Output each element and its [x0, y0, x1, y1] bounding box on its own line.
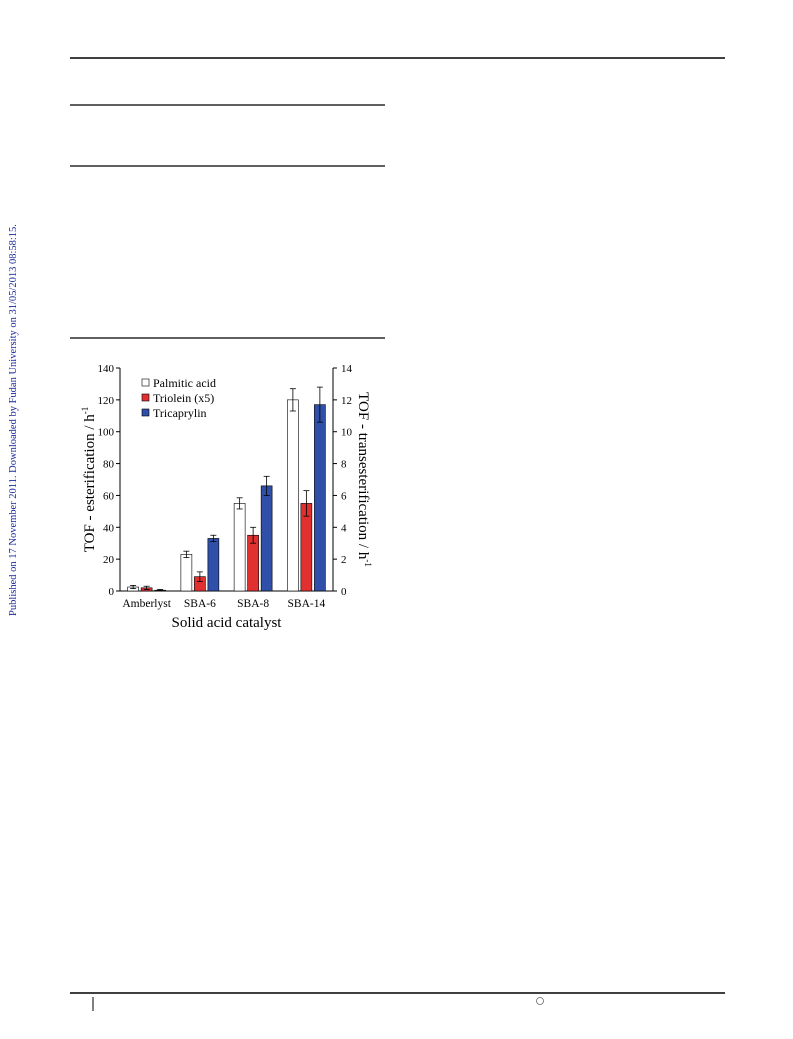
y-tick-label: 140: [98, 363, 115, 375]
bar: [207, 538, 220, 592]
y2-tick-label: 6: [341, 490, 347, 502]
x-tick-label: Amberlyst: [122, 598, 171, 610]
error-bar: [210, 534, 217, 543]
y2-axis-label: TOF - transesterification / h-1: [355, 392, 373, 567]
x-tick-label: SBA-14: [288, 598, 326, 610]
error-bar: [183, 550, 190, 558]
legend-label: Triolein (x5): [153, 391, 214, 405]
error-bar: [303, 490, 310, 517]
y2-tick-label: 14: [341, 363, 353, 375]
y-tick-label: 120: [98, 395, 115, 407]
legend-label: Palmitic acid: [153, 376, 216, 390]
y-axis-label-sup: -1: [80, 407, 90, 415]
y2-tick-label: 8: [341, 459, 347, 471]
error-bar: [157, 589, 164, 592]
bar: [180, 554, 193, 592]
error-bar: [236, 497, 243, 510]
y-tick-label: 60: [103, 490, 115, 502]
y-tick-label: 0: [109, 586, 115, 598]
x-tick-label: SBA-8: [237, 598, 269, 610]
y2-axis-label-text: TOF - transesterification / h: [355, 392, 371, 560]
x-axis-label: Solid acid catalyst: [172, 615, 283, 631]
legend-swatch: [141, 378, 150, 387]
chart: 0 20 40 60 80 100 120 140 0 2 4 6 8 10 12 14 TOF - ester…: [80, 363, 373, 631]
error-bar: [263, 475, 270, 496]
error-bar: [250, 526, 257, 544]
y2-tick-label: 2: [341, 554, 347, 566]
bar: [233, 503, 246, 592]
y2-axis-label-sup: -1: [363, 559, 373, 567]
y2-tick-label: 12: [341, 395, 352, 407]
y2-tick-label: 0: [341, 586, 347, 598]
bar: [314, 404, 326, 592]
error-bar: [130, 585, 137, 590]
legend-swatch: [141, 408, 150, 417]
bar: [287, 399, 299, 592]
error-bar: [143, 585, 150, 590]
y-tick-label: 100: [98, 427, 115, 439]
y-tick-label: 80: [103, 459, 115, 471]
footer-icon: [536, 997, 544, 1005]
y2-tick-label: 4: [341, 522, 347, 534]
y-axis-label: TOF - esterification / h-1: [80, 407, 98, 553]
y-axis-label-text: TOF - esterification / h: [82, 414, 98, 553]
x-tick-label: SBA-6: [184, 598, 216, 610]
download-notice: Published on 17 November 2011. Downloade…: [8, 224, 19, 616]
error-bar: [316, 386, 323, 423]
error-bar: [196, 571, 203, 582]
legend-label: Tricaprylin: [153, 406, 207, 420]
y-tick-label: 40: [103, 522, 115, 534]
legend-swatch: [141, 393, 150, 402]
y-tick-label: 20: [103, 554, 115, 566]
y2-tick-label: 10: [341, 427, 353, 439]
bar: [260, 485, 273, 592]
error-bar: [289, 388, 296, 412]
